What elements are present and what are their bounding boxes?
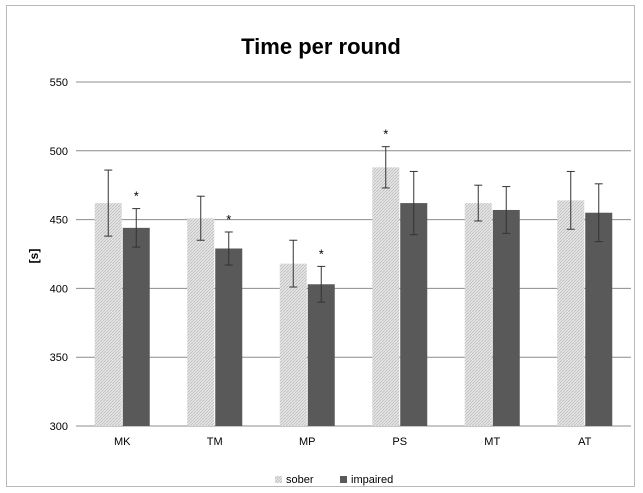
y-axis-ticks: 300 350 400 450 500 550	[50, 77, 68, 433]
bar-impaired-ps	[400, 203, 428, 426]
error-bar-impaired-ps	[409, 170, 418, 236]
x-tick-label: AT	[578, 436, 592, 448]
error-bar-sober-tm	[196, 195, 205, 241]
legend-swatch-sober	[275, 476, 282, 483]
error-bar-sober-ps	[381, 146, 390, 189]
bar-impaired-tm	[215, 248, 243, 426]
y-tick-label: 350	[50, 352, 68, 364]
bar-sober-tm	[187, 218, 215, 426]
y-tick-label: 400	[50, 283, 68, 295]
legend-swatch-impaired	[340, 476, 347, 483]
error-bar-sober-mt	[474, 184, 483, 222]
error-bar-sober-at	[566, 170, 575, 230]
error-bar-impaired-tm	[224, 231, 233, 266]
y-tick-label: 450	[50, 215, 68, 227]
bar-sober-ps	[372, 167, 400, 426]
error-bar-sober-mk	[104, 169, 113, 237]
error-bar-sober-mp	[289, 239, 298, 288]
error-bar-impaired-mt	[502, 186, 511, 234]
gridlines	[76, 81, 631, 427]
x-tick-label: TM	[207, 436, 223, 448]
error-bar-impaired-mp	[317, 265, 326, 303]
x-tick-label: MT	[484, 436, 500, 448]
significance-marker: *	[134, 189, 139, 204]
error-bar-impaired-at	[594, 183, 603, 243]
y-tick-label: 550	[50, 77, 68, 89]
y-axis-label: [s]	[27, 249, 41, 264]
y-tick-label: 300	[50, 421, 68, 433]
x-tick-label: MK	[114, 436, 131, 448]
bar-impaired-mt	[492, 209, 520, 426]
significance-marker: *	[383, 127, 388, 142]
y-tick-label: 500	[50, 146, 68, 158]
significance-marker: *	[319, 246, 324, 261]
error-bar-impaired-mk	[132, 208, 141, 248]
bar-impaired-at	[585, 212, 613, 426]
x-axis-ticks: MK TM MP PS MT AT	[114, 436, 592, 448]
chart-frame: Time per round [s] 300 350 400 450 500 550 * *…	[6, 5, 635, 487]
x-tick-label: MP	[299, 436, 316, 448]
legend-label-sober: sober	[286, 474, 314, 486]
legend-label-impaired: impaired	[351, 474, 393, 486]
bar-sober-mt	[464, 203, 492, 426]
legend: sober impaired	[275, 474, 393, 486]
bar-sober-at	[557, 200, 585, 426]
bar-impaired-mp	[307, 284, 335, 426]
bar-impaired-mk	[122, 227, 150, 426]
bars: * * * *	[94, 127, 613, 426]
chart-title: Time per round	[241, 34, 401, 59]
bar-sober-mk	[94, 203, 122, 426]
x-tick-label: PS	[392, 436, 407, 448]
bar-sober-mp	[279, 263, 307, 426]
significance-marker: *	[226, 212, 231, 227]
